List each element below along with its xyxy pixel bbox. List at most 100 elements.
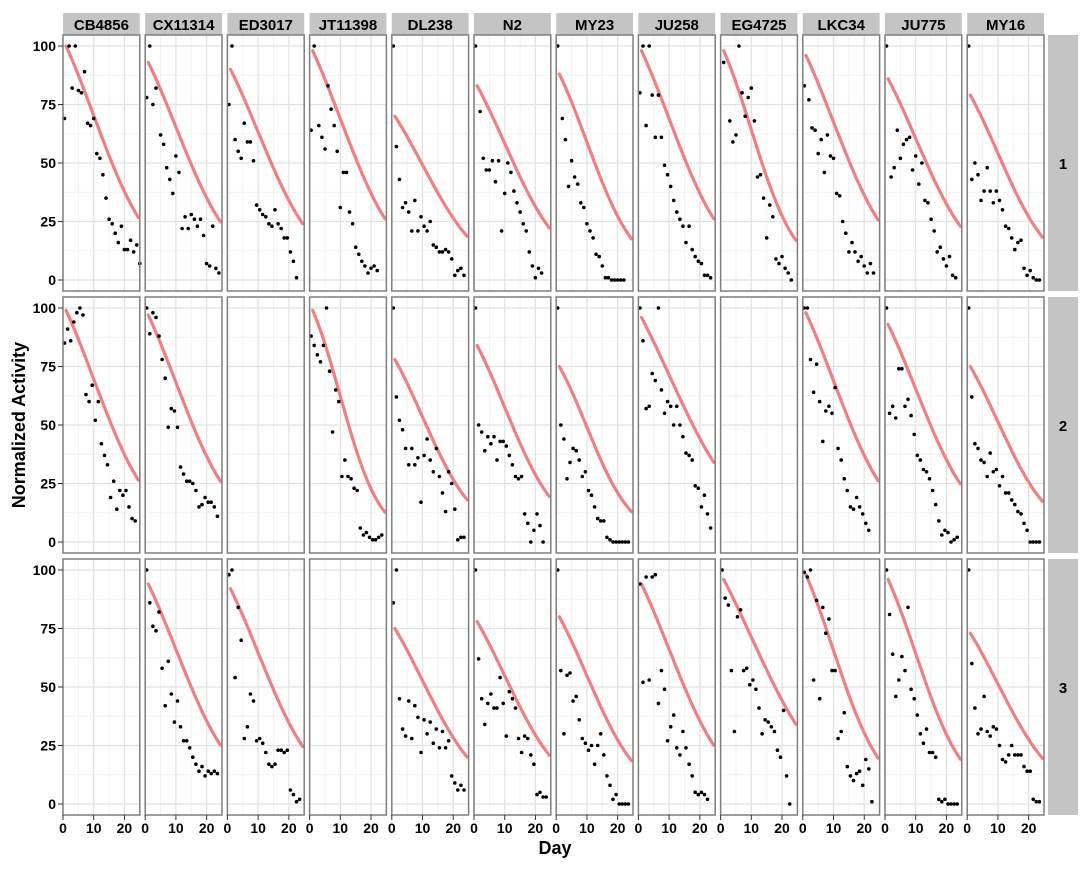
facet-panel xyxy=(308,558,388,816)
x-tick-label: 20 xyxy=(692,820,708,836)
data-point xyxy=(696,486,701,491)
data-point xyxy=(923,198,927,203)
data-point xyxy=(930,488,935,493)
data-point xyxy=(834,191,839,196)
column-strip-label: MY16 xyxy=(986,17,1025,34)
fit-curve xyxy=(64,308,140,482)
data-point xyxy=(285,236,290,240)
x-tick-label: 10 xyxy=(990,820,1006,836)
data-point xyxy=(99,441,104,446)
data-point xyxy=(394,144,399,149)
data-point xyxy=(786,271,790,275)
data-point xyxy=(124,488,128,493)
x-tick-label: 0 xyxy=(799,820,807,836)
data-point xyxy=(840,219,845,224)
data-point xyxy=(618,278,623,282)
data-point xyxy=(456,537,460,542)
fit-curve xyxy=(146,582,223,747)
data-point xyxy=(690,247,694,252)
data-point xyxy=(662,411,667,416)
data-point xyxy=(535,792,539,797)
data-point xyxy=(824,631,828,635)
data-point xyxy=(606,275,611,280)
data-point xyxy=(449,257,454,261)
data-point xyxy=(125,247,130,252)
data-point xyxy=(428,720,433,724)
panel-border xyxy=(802,558,881,816)
data-point xyxy=(526,521,530,526)
panel-border xyxy=(637,558,716,816)
data-point xyxy=(857,769,862,773)
fit-curve xyxy=(886,322,962,486)
data-point xyxy=(201,233,206,238)
data-point xyxy=(1037,540,1042,544)
data-point xyxy=(88,123,93,128)
data-point xyxy=(588,229,592,233)
data-point xyxy=(749,86,754,90)
x-tick-label: 10 xyxy=(250,820,266,836)
data-point xyxy=(65,327,70,331)
y-tick-label: 50 xyxy=(40,417,56,433)
data-point xyxy=(191,755,195,759)
data-point xyxy=(805,575,810,579)
data-point xyxy=(903,404,907,409)
data-point xyxy=(831,156,836,161)
fit-curve xyxy=(804,573,880,760)
x-tick-label: 0 xyxy=(141,820,149,836)
column-strip-label: JU775 xyxy=(901,17,945,34)
data-point xyxy=(544,795,548,799)
data-point xyxy=(453,507,457,512)
data-point xyxy=(737,44,741,48)
panel-border xyxy=(226,34,305,292)
data-point xyxy=(376,535,381,540)
data-point xyxy=(973,441,977,446)
data-point xyxy=(917,182,921,186)
data-point xyxy=(484,168,489,172)
data-point xyxy=(486,434,490,439)
data-point xyxy=(119,224,124,228)
data-point xyxy=(687,762,691,766)
data-point xyxy=(197,769,201,773)
data-point xyxy=(614,792,618,797)
data-point xyxy=(693,790,697,795)
data-point xyxy=(693,484,697,488)
data-point xyxy=(890,652,895,656)
data-point xyxy=(446,739,451,743)
data-point xyxy=(766,720,770,724)
data-point xyxy=(446,250,451,254)
data-point xyxy=(443,247,448,252)
data-point xyxy=(572,175,577,179)
data-point xyxy=(839,458,843,462)
data-point xyxy=(943,528,947,533)
data-point xyxy=(947,254,952,259)
data-point xyxy=(501,701,506,706)
data-point xyxy=(897,367,901,371)
data-point xyxy=(991,201,996,205)
y-tick-label: 75 xyxy=(40,359,56,375)
x-tick-label: 10 xyxy=(826,820,842,836)
data-point xyxy=(994,727,999,731)
data-point xyxy=(559,668,563,673)
fit-curve xyxy=(639,582,716,747)
data-point xyxy=(580,474,585,479)
data-point xyxy=(400,427,405,432)
data-point xyxy=(592,762,597,766)
data-point xyxy=(696,259,701,264)
data-point xyxy=(768,203,772,207)
data-point xyxy=(650,93,654,97)
data-point xyxy=(357,252,361,257)
data-point xyxy=(589,493,594,498)
data-point xyxy=(755,175,760,179)
fit-curve xyxy=(968,93,1045,239)
data-point xyxy=(397,696,402,701)
data-point xyxy=(111,479,116,484)
data-point xyxy=(187,746,192,750)
data-point xyxy=(1019,753,1023,757)
data-point xyxy=(504,444,509,448)
data-point xyxy=(744,666,749,671)
data-point xyxy=(481,156,486,161)
data-point xyxy=(397,418,402,423)
data-point xyxy=(699,505,704,509)
data-point xyxy=(400,205,405,210)
data-point xyxy=(297,797,302,802)
